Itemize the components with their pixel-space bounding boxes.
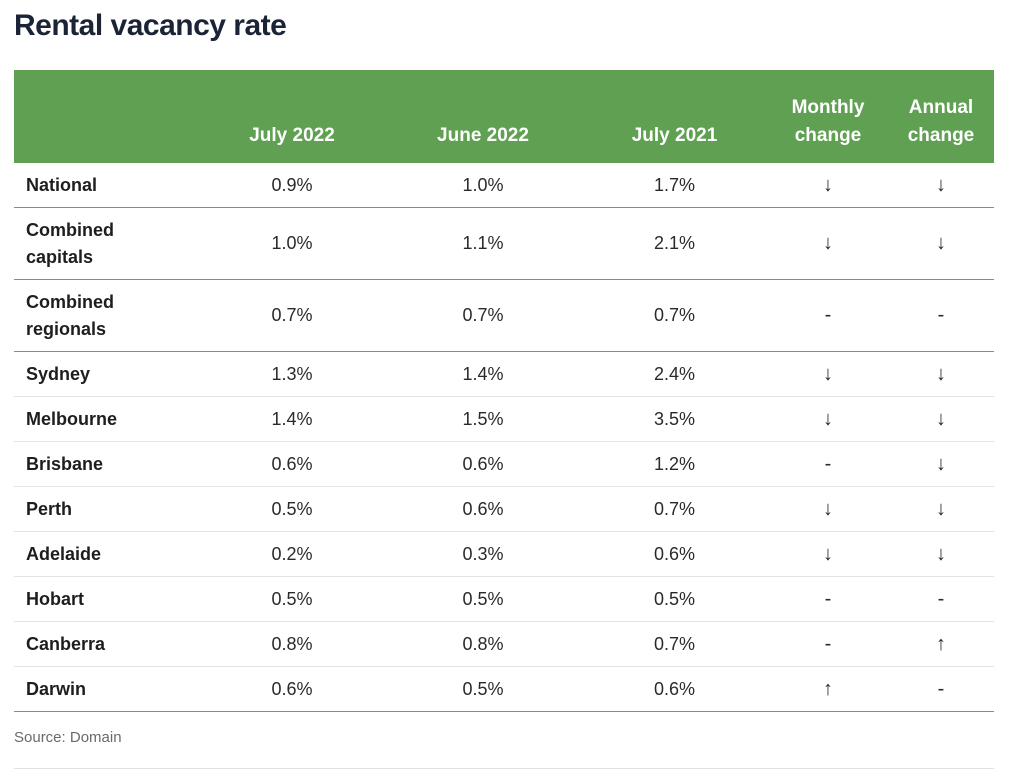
table-cell: 1.5% (385, 396, 581, 442)
bottom-divider (14, 768, 994, 769)
table-cell: 0.7% (581, 486, 768, 532)
table-cell: 0.7% (385, 279, 581, 352)
change-indicator: ↓ (888, 396, 994, 442)
table-cell: 0.5% (199, 486, 385, 532)
table-cell: 1.3% (199, 351, 385, 397)
row-label: Brisbane (14, 441, 199, 487)
table-cell: 0.6% (581, 531, 768, 577)
table-cell: 0.8% (385, 621, 581, 667)
change-indicator: - (888, 576, 994, 622)
change-indicator: ↓ (768, 396, 888, 442)
table-cell: 1.4% (199, 396, 385, 442)
table-cell: 0.6% (199, 666, 385, 712)
table-cell: 0.2% (199, 531, 385, 577)
table-row: Melbourne 1.4% 1.5% 3.5% ↓ ↓ (14, 396, 994, 442)
change-indicator: ↓ (768, 351, 888, 397)
change-indicator: ↓ (768, 486, 888, 532)
table-cell: 2.1% (581, 207, 768, 280)
table-cell: 1.7% (581, 163, 768, 208)
table-cell: 1.4% (385, 351, 581, 397)
table-cell: 3.5% (581, 396, 768, 442)
change-indicator: ↑ (768, 666, 888, 712)
table-row: Darwin 0.6% 0.5% 0.6% ↑ - (14, 666, 994, 712)
row-label: Canberra (14, 621, 199, 667)
row-label: Darwin (14, 666, 199, 712)
change-indicator: ↓ (888, 531, 994, 577)
row-label: Combined capitals (14, 207, 199, 280)
table-cell: 1.0% (199, 207, 385, 280)
table-cell: 0.7% (199, 279, 385, 352)
table-cell: 0.5% (385, 576, 581, 622)
table-cell: 0.6% (385, 441, 581, 487)
change-indicator: - (888, 666, 994, 712)
row-label: National (14, 163, 199, 208)
row-label: Perth (14, 486, 199, 532)
table-cell: 1.0% (385, 163, 581, 208)
vacancy-table: July 2022 June 2022 July 2021 Monthly cha… (14, 70, 994, 712)
header-row: July 2022 June 2022 July 2021 Monthly cha… (14, 70, 994, 163)
change-indicator: - (768, 279, 888, 352)
header-cell-june-2022: June 2022 (385, 70, 581, 163)
change-indicator: - (768, 621, 888, 667)
change-indicator: ↓ (888, 486, 994, 532)
table-cell: 1.1% (385, 207, 581, 280)
table-row: Combined regionals 0.7% 0.7% 0.7% - - (14, 279, 994, 352)
change-indicator: ↓ (768, 531, 888, 577)
table-cell: 0.6% (581, 666, 768, 712)
table-cell: 0.6% (199, 441, 385, 487)
change-indicator: ↑ (888, 621, 994, 667)
header-cell-annual-change: Annual change (888, 70, 994, 163)
table-cell: 0.6% (385, 486, 581, 532)
table-cell: 0.7% (581, 621, 768, 667)
change-indicator: ↓ (888, 163, 994, 208)
table-row: Brisbane 0.6% 0.6% 1.2% - ↓ (14, 441, 994, 487)
table-cell: 0.7% (581, 279, 768, 352)
table-cell: 0.5% (385, 666, 581, 712)
row-label: Adelaide (14, 531, 199, 577)
source-note: Source: Domain (14, 729, 122, 746)
table-title: Rental vacancy rate (14, 9, 287, 42)
change-indicator: ↓ (768, 163, 888, 208)
table-row: Hobart 0.5% 0.5% 0.5% - - (14, 576, 994, 622)
table-cell: 0.5% (199, 576, 385, 622)
header-cell-monthly-change: Monthly change (768, 70, 888, 163)
row-label: Melbourne (14, 396, 199, 442)
table-cell: 0.3% (385, 531, 581, 577)
change-indicator: ↓ (768, 207, 888, 280)
table-cell: 0.5% (581, 576, 768, 622)
table-cell: 0.8% (199, 621, 385, 667)
table-row: National 0.9% 1.0% 1.7% ↓ ↓ (14, 163, 994, 208)
header-cell-july-2021: July 2021 (581, 70, 768, 163)
row-label: Sydney (14, 351, 199, 397)
table-cell: 0.9% (199, 163, 385, 208)
change-indicator: - (768, 576, 888, 622)
change-indicator: - (768, 441, 888, 487)
row-label: Combined regionals (14, 279, 199, 352)
table-row: Sydney 1.3% 1.4% 2.4% ↓ ↓ (14, 351, 994, 397)
table-cell: 2.4% (581, 351, 768, 397)
change-indicator: ↓ (888, 207, 994, 280)
table-row: Canberra 0.8% 0.8% 0.7% - ↑ (14, 621, 994, 667)
table-cell: 1.2% (581, 441, 768, 487)
header-cell-july-2022: July 2022 (199, 70, 385, 163)
change-indicator: ↓ (888, 351, 994, 397)
table-row: Adelaide 0.2% 0.3% 0.6% ↓ ↓ (14, 531, 994, 577)
table-row: Perth 0.5% 0.6% 0.7% ↓ ↓ (14, 486, 994, 532)
row-label: Hobart (14, 576, 199, 622)
change-indicator: ↓ (888, 441, 994, 487)
header-cell-region (14, 70, 199, 163)
table-row: Combined capitals 1.0% 1.1% 2.1% ↓ ↓ (14, 207, 994, 280)
change-indicator: - (888, 279, 994, 352)
